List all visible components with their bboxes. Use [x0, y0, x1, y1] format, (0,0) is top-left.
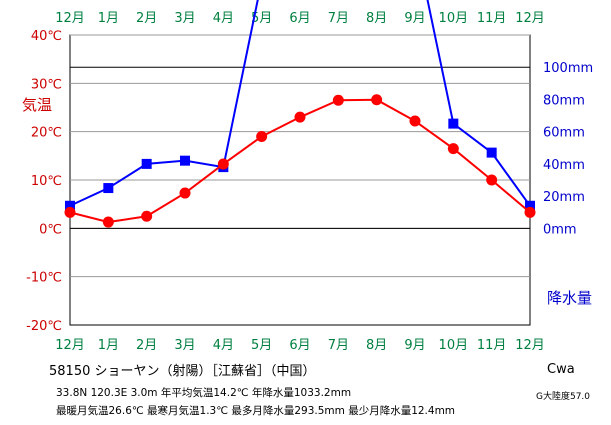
- precip-point: [65, 200, 75, 211]
- precip-tick-label: 20mm: [543, 190, 585, 205]
- temp-tick-label: -10℃: [26, 271, 62, 286]
- temp-point: [409, 115, 421, 127]
- precip-tick-label: 60mm: [543, 126, 585, 141]
- precip-point: [525, 200, 535, 211]
- temp-tick-label: 0℃: [39, 222, 62, 237]
- month-label-top: 7月: [328, 11, 349, 26]
- month-label-top: 5月: [251, 11, 272, 26]
- temp-point: [294, 111, 306, 123]
- month-label-bottom: 7月: [328, 338, 349, 353]
- month-label-bottom: 11月: [477, 338, 507, 353]
- temp-point: [217, 158, 229, 170]
- temp-tick-label: 40℃: [31, 29, 62, 44]
- climate-chart: 12月 12月 1月 1月 2月 2月 3月 3月 4月 4月 5月 5月 6月 6月 7月 7月 8月 8月 9月…: [22, 0, 593, 353]
- station-summary-line2: 最暖月気温26.6℃ 最寒月気温1.3℃ 最多月降水量293.5mm 最少月降水…: [56, 405, 456, 417]
- month-label-bottom: 10月: [439, 338, 469, 353]
- precip-axis-title: 降水量: [547, 289, 592, 307]
- month-label-top: 10月: [439, 11, 469, 26]
- month-label-top: 1月: [98, 11, 119, 26]
- temp-point: [371, 94, 383, 106]
- month-label-top: 8月: [366, 11, 387, 26]
- month-label-top: 11月: [477, 11, 507, 26]
- temp-point: [256, 131, 268, 142]
- month-label-top: 12月: [55, 11, 85, 26]
- temp-point: [141, 210, 153, 222]
- temp-point: [524, 206, 536, 218]
- precip-tick-label: 40mm: [543, 158, 585, 173]
- climate-class: Cwa: [547, 362, 575, 377]
- temp-point: [179, 187, 191, 199]
- month-label-bottom: 9月: [404, 338, 425, 353]
- month-label-top: 3月: [174, 11, 195, 26]
- month-label-bottom: 2月: [136, 338, 157, 353]
- month-label-bottom: 4月: [213, 338, 234, 353]
- precip-point: [103, 183, 114, 194]
- temp-tick-label: 20℃: [31, 126, 62, 141]
- precip-series-line: [69, 0, 531, 207]
- temp-point: [447, 143, 459, 155]
- precip-point: [448, 118, 459, 129]
- precip-tick-label: 0mm: [543, 222, 577, 237]
- temp-tick-label: 10℃: [31, 174, 62, 189]
- temp-point: [64, 206, 76, 218]
- month-label-top: 4月: [213, 11, 234, 26]
- precip-point: [141, 158, 152, 169]
- month-label-top: 9月: [404, 11, 425, 26]
- temp-tick-label: -20℃: [26, 319, 62, 334]
- temp-axis-title: 気温: [22, 96, 52, 114]
- temp-tick-label: 30℃: [31, 77, 62, 92]
- continentality: G大陸度57.0: [536, 392, 591, 402]
- precip-point: [180, 155, 190, 166]
- station-name: 58150 ショーヤン（射陽）［江蘇省］（中国）: [49, 364, 316, 379]
- month-label-bottom: 12月: [55, 338, 85, 353]
- precip-tick-label: 80mm: [543, 93, 585, 108]
- month-label-top: 12月: [515, 11, 545, 26]
- month-label-bottom: 3月: [174, 338, 195, 353]
- temp-point: [332, 94, 344, 106]
- month-label-bottom: 1月: [98, 338, 119, 353]
- month-label-bottom: 6月: [289, 338, 310, 353]
- station-summary-line1: 33.8N 120.3E 3.0m 年平均気温14.2℃ 年降水量1033.2m…: [56, 387, 352, 399]
- month-label-bottom: 5月: [251, 338, 272, 353]
- month-label-bottom: 8月: [366, 338, 387, 353]
- temp-point: [486, 174, 498, 186]
- month-label-top: 6月: [289, 11, 310, 26]
- month-label-top: 2月: [136, 11, 157, 26]
- precip-point: [486, 147, 497, 158]
- temp-point: [102, 216, 114, 228]
- month-label-bottom: 12月: [515, 338, 545, 353]
- precip-tick-label: 100mm: [543, 61, 593, 76]
